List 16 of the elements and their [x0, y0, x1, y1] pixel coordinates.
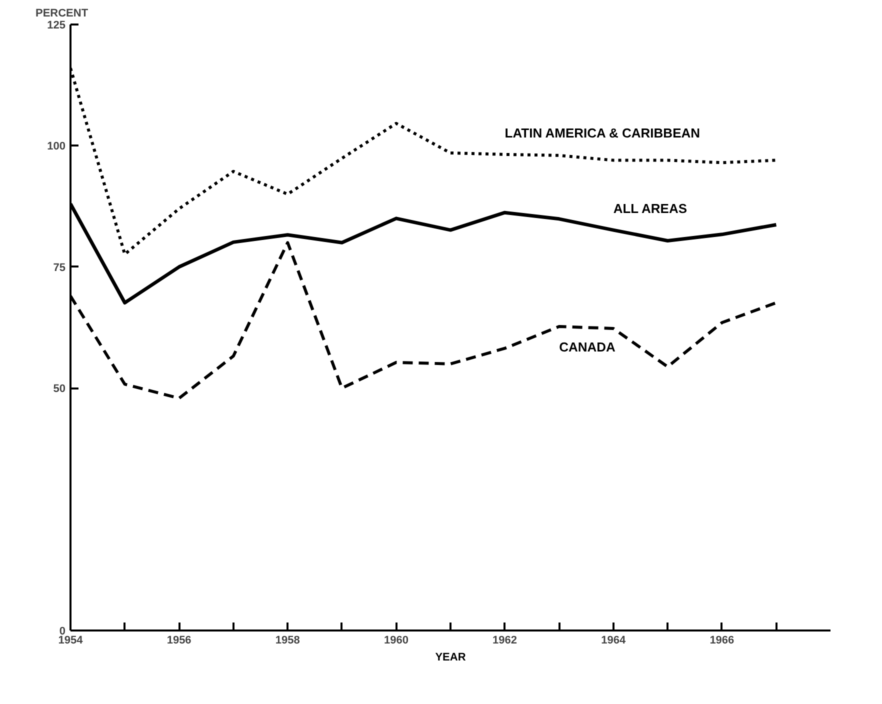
x-tick-label: 1960 [384, 634, 408, 646]
series-label: CANADA [559, 340, 616, 355]
x-tick-label: 1954 [58, 634, 84, 646]
x-axis-title: YEAR [435, 652, 466, 664]
y-axis-title: PERCENT [36, 8, 88, 20]
x-tick-label: 1956 [166, 634, 192, 646]
y-tick-label: 125 [47, 20, 66, 32]
x-tick-label: 1962 [492, 634, 518, 646]
x-tick-label: 1966 [710, 634, 734, 646]
series-label: ALL AREAS [613, 201, 688, 216]
y-tick-label: 100 [47, 140, 66, 153]
y-tick-label: 75 [53, 262, 66, 274]
series-label: LATIN AMERICA & CARIBBEAN [504, 125, 700, 140]
y-tick-label: 50 [53, 383, 66, 396]
x-tick-label: 1964 [601, 634, 626, 646]
x-tick-label: 1958 [275, 634, 300, 646]
